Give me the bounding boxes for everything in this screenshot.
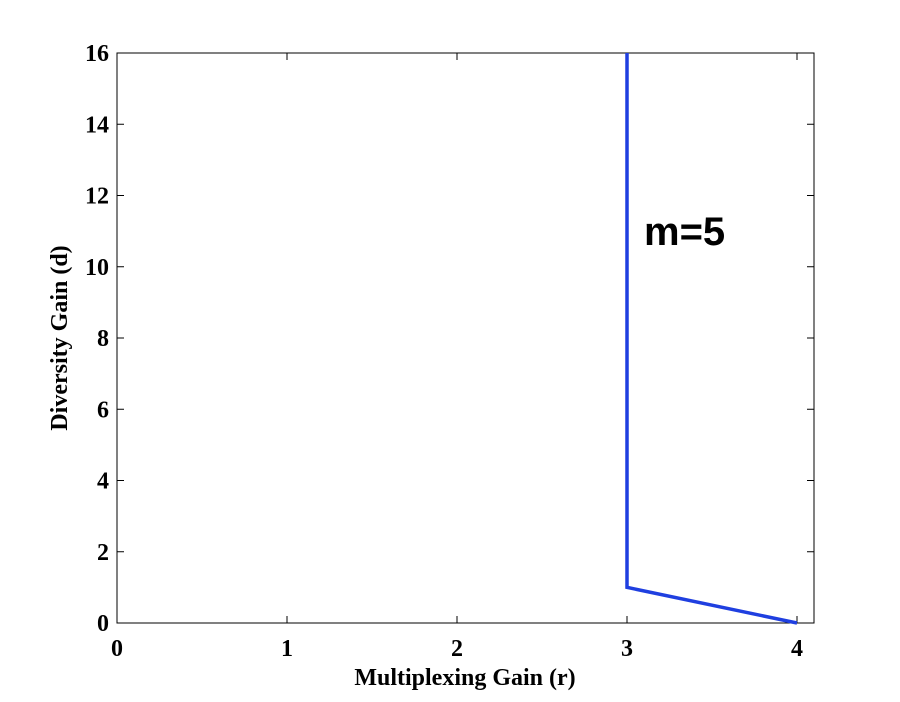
x-axis-label: Multiplexing Gain (r) (354, 665, 575, 691)
y-tick-label: 0 (97, 611, 109, 637)
annotation-label: m=5 (644, 210, 725, 254)
y-axis-label: Diversity Gain (d) (47, 245, 73, 430)
y-tick-label: 6 (97, 397, 109, 423)
y-tick-label: 4 (97, 469, 109, 495)
y-tick-label: 14 (85, 112, 109, 138)
x-tick-label: 0 (111, 636, 123, 662)
annotations: m=5 (644, 210, 725, 254)
y-tick-label: 16 (85, 41, 109, 67)
x-tick-label: 4 (791, 636, 803, 662)
x-tick-labels: 0 1 2 3 4 (111, 636, 803, 662)
y-tick-label: 8 (97, 326, 109, 352)
plot-area (116, 52, 815, 624)
x-tick-label: 2 (451, 636, 463, 662)
y-tick-label: 12 (85, 184, 109, 210)
series-group (625, 53, 798, 625)
x-tick-label: 1 (281, 636, 293, 662)
y-tick-labels: 0 2 4 6 8 10 12 14 16 (85, 41, 109, 637)
y-tick-label: 10 (85, 255, 109, 281)
series-line (625, 53, 798, 625)
x-tick-label: 3 (621, 636, 633, 662)
y-tick-label: 2 (97, 540, 109, 566)
axis-ticks (116, 52, 814, 624)
